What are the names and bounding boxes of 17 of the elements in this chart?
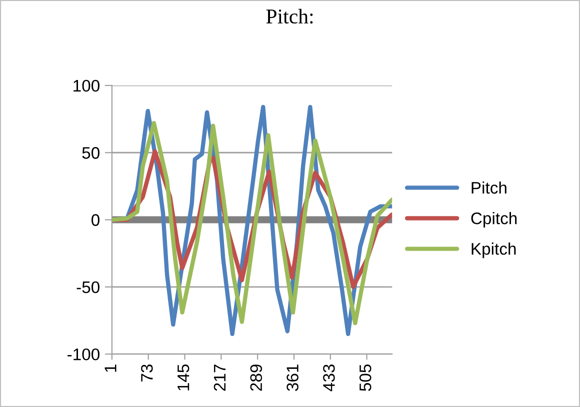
legend-label: Cpitch [471, 212, 517, 228]
x-tick-label: 505 [359, 364, 372, 391]
x-tick-label: 361 [286, 364, 298, 391]
y-tick-label: -100 [68, 348, 100, 360]
x-tick-label: 145 [178, 364, 190, 390]
x-tick-label: 1 [104, 364, 116, 372]
y-tick-label: -50 [76, 281, 100, 294]
y-tick-label: 50 [82, 147, 100, 159]
x-tick-label: 289 [250, 364, 262, 391]
y-tick-label: 0 [92, 214, 100, 226]
x-tick-label: 217 [214, 364, 226, 391]
chart-title: Pitch: [266, 8, 313, 24]
x-tick-label: 73 [141, 364, 153, 382]
y-tick-label: 100 [74, 80, 100, 92]
legend-label: Kpitch [472, 242, 516, 258]
legend-label: Pitch [472, 181, 506, 194]
x-tick-label: 433 [323, 364, 335, 392]
